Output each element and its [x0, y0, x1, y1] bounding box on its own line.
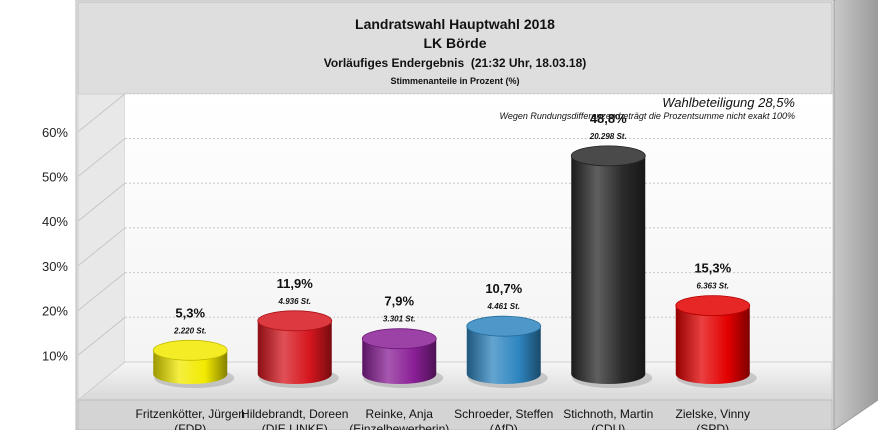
bar-top — [361, 328, 437, 350]
candidate-name: Fritzenkötter, Jürgen — [136, 407, 245, 421]
value-label: 10,7% — [485, 281, 522, 296]
bar-top — [466, 315, 542, 337]
bars: 5,3% 2.220 St. 11,9% 4.936 St. 7,9% 3.301 St.… — [152, 111, 757, 388]
votes-label: 2.220 St. — [173, 326, 206, 335]
category-strip — [77, 399, 833, 430]
bar-body — [257, 320, 332, 384]
y-tick-label: 50% — [42, 170, 68, 185]
value-label: 11,9% — [277, 276, 314, 291]
votes-label: 4.461 St. — [487, 302, 520, 311]
party-label: (CDU) — [591, 422, 625, 430]
party-label: (Einzelbewerberin) — [349, 422, 449, 430]
votes-label: 4.936 St. — [278, 297, 311, 306]
party-label: (FDP) — [174, 422, 206, 430]
bar-body — [571, 155, 646, 384]
bar — [675, 295, 757, 388]
party-label: (SPD) — [696, 422, 729, 430]
candidate-name: Hildebrandt, Doreen — [241, 407, 348, 421]
bar-body — [466, 326, 541, 384]
candidate-name: Schroeder, Steffen — [454, 407, 553, 421]
votes-label: 6.363 St. — [697, 282, 729, 291]
y-axis-ticks: 10% 20% 30% 40% 50% 60% — [42, 125, 68, 363]
gridlines — [77, 93, 832, 356]
candidate-name: Stichnoth, Martin — [563, 407, 653, 421]
result-note: Vorläufiges Endergebnis (21:32 Uhr, 18.0… — [324, 56, 587, 70]
gridline-depth — [77, 227, 126, 267]
candidate-name: Reinke, Anja — [366, 407, 434, 421]
bar-top — [257, 310, 333, 332]
x-axis-labels: Fritzenkötter, Jürgen(FDP) Hildebrandt, D… — [136, 407, 750, 430]
value-label: 15,3% — [694, 261, 731, 276]
candidate-name: Zielske, Vinny — [676, 407, 750, 421]
y-tick-label: 30% — [42, 259, 68, 274]
y-tick-label: 20% — [42, 304, 68, 319]
votes-label: 20.298 St. — [589, 132, 627, 141]
bar-top — [152, 339, 228, 361]
y-tick-label: 60% — [42, 125, 68, 140]
bar — [361, 328, 444, 388]
turnout-label: Wahlbeteiligung 28,5% — [662, 95, 795, 110]
votes-label: 3.301 St. — [383, 315, 415, 324]
y-tick-label: 40% — [42, 214, 68, 229]
gridline-depth — [77, 272, 126, 311]
bar — [257, 310, 339, 388]
y-axis-label: Stimmenanteile in Prozent (%) — [390, 76, 519, 86]
chart-title: Landratswahl Hauptwahl 2018 — [355, 16, 555, 32]
gridline-depth — [77, 138, 126, 177]
value-label: 5,3% — [175, 305, 205, 320]
gridline-depth — [77, 93, 126, 133]
chart-subtitle: LK Börde — [424, 35, 487, 51]
bar — [570, 145, 653, 388]
title-block: Landratswahl Hauptwahl 2018 LK Börde Vor… — [77, 1, 833, 95]
y-tick-label: 10% — [42, 348, 68, 363]
bar — [152, 339, 235, 388]
party-label: (DIE LINKE) — [262, 422, 328, 430]
party-label: (AfD) — [490, 422, 518, 430]
value-label: 7,9% — [384, 294, 414, 309]
rounding-note: Wegen Rundungsdifferenzen beträgt die Pr… — [499, 111, 795, 121]
gridline-depth — [77, 182, 126, 222]
bar-body — [675, 305, 750, 384]
bar-body — [362, 338, 437, 384]
bar-top — [570, 145, 646, 167]
bar-top — [675, 295, 751, 317]
bar — [466, 315, 548, 388]
value-label: 48,8% — [590, 111, 627, 126]
gridline-depth — [77, 316, 126, 356]
